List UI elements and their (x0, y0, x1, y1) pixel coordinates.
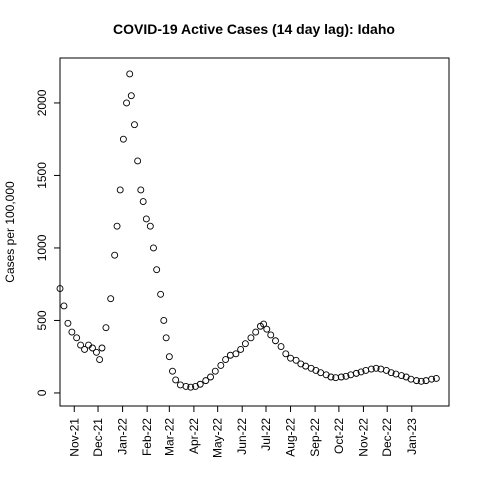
point (372, 364, 380, 372)
point (153, 266, 161, 274)
x-tick-label: Jan-23 (405, 418, 419, 455)
point (337, 373, 345, 381)
point (81, 346, 89, 353)
plot-frame (59, 57, 450, 407)
point (196, 380, 204, 388)
point (327, 373, 335, 381)
y-tick-label: 0 (35, 389, 49, 396)
point (387, 369, 395, 377)
point (111, 251, 119, 259)
point (367, 365, 375, 373)
x-tick-label: Oct-22 (332, 418, 346, 454)
x-tick-label: Feb-22 (140, 418, 154, 456)
point (131, 121, 138, 129)
point (432, 375, 440, 382)
x-tick-label: Aug-22 (284, 418, 298, 457)
point (160, 317, 168, 324)
point (107, 295, 115, 303)
point (157, 290, 165, 298)
point (398, 372, 405, 379)
point (126, 70, 134, 78)
point (357, 368, 365, 376)
x-tick-label: Dec-21 (91, 418, 105, 457)
point (89, 344, 96, 352)
y-axis-label: Cases per 100,000 (3, 181, 17, 283)
x-tick-label: Sep-22 (308, 418, 322, 457)
x-tick-label: Dec-22 (380, 418, 394, 457)
point (137, 186, 145, 194)
point (211, 367, 219, 375)
point (342, 372, 350, 380)
point (176, 381, 184, 389)
point (182, 382, 190, 390)
point (428, 375, 436, 383)
point (263, 325, 271, 333)
point (134, 157, 142, 165)
point (282, 350, 290, 358)
point (92, 348, 100, 356)
point (272, 337, 279, 345)
point (413, 377, 420, 385)
point (237, 346, 245, 353)
x-tick-label: Apr-22 (187, 418, 201, 454)
point (146, 222, 154, 230)
point (113, 222, 121, 230)
point (98, 344, 106, 352)
point (102, 324, 110, 332)
point (119, 135, 127, 143)
point (267, 331, 275, 339)
x-tick-label: Jul-22 (259, 418, 273, 451)
point (56, 285, 64, 292)
x-tick-label: Nov-22 (356, 418, 370, 457)
point (162, 334, 170, 342)
point (260, 320, 268, 328)
x-tick-label: Jun-22 (235, 418, 249, 455)
point (123, 99, 130, 107)
point (68, 328, 76, 336)
point (139, 198, 147, 206)
point (417, 377, 425, 385)
point (352, 369, 360, 377)
point (142, 215, 150, 223)
chart-title: COVID-19 Active Cases (14 day lag): Idah… (113, 21, 395, 37)
point (217, 361, 225, 369)
point (222, 356, 230, 364)
x-tick-label: Mar-22 (162, 418, 176, 456)
point (226, 351, 234, 359)
point (202, 377, 210, 385)
point (277, 343, 285, 350)
point (172, 376, 180, 384)
point (77, 341, 85, 349)
point (96, 356, 104, 364)
y-tick-label: 2000 (35, 89, 49, 116)
x-tick-label: May-22 (211, 418, 225, 458)
x-tick-label: Jan-22 (116, 418, 130, 455)
point (241, 340, 249, 348)
y-tick-label: 500 (35, 310, 49, 330)
point (150, 244, 157, 252)
point (127, 92, 135, 100)
point (232, 350, 240, 358)
point (207, 373, 214, 381)
point (187, 383, 195, 391)
y-tick-label: 1500 (35, 162, 49, 189)
y-tick-label: 1000 (35, 234, 49, 261)
x-tick-label: Nov-21 (67, 418, 81, 457)
point (169, 367, 176, 375)
point (116, 186, 124, 194)
point (247, 334, 255, 342)
point (292, 356, 300, 364)
point (73, 334, 81, 342)
point (64, 319, 72, 327)
point (252, 328, 260, 336)
point (60, 302, 68, 310)
point (165, 353, 173, 361)
